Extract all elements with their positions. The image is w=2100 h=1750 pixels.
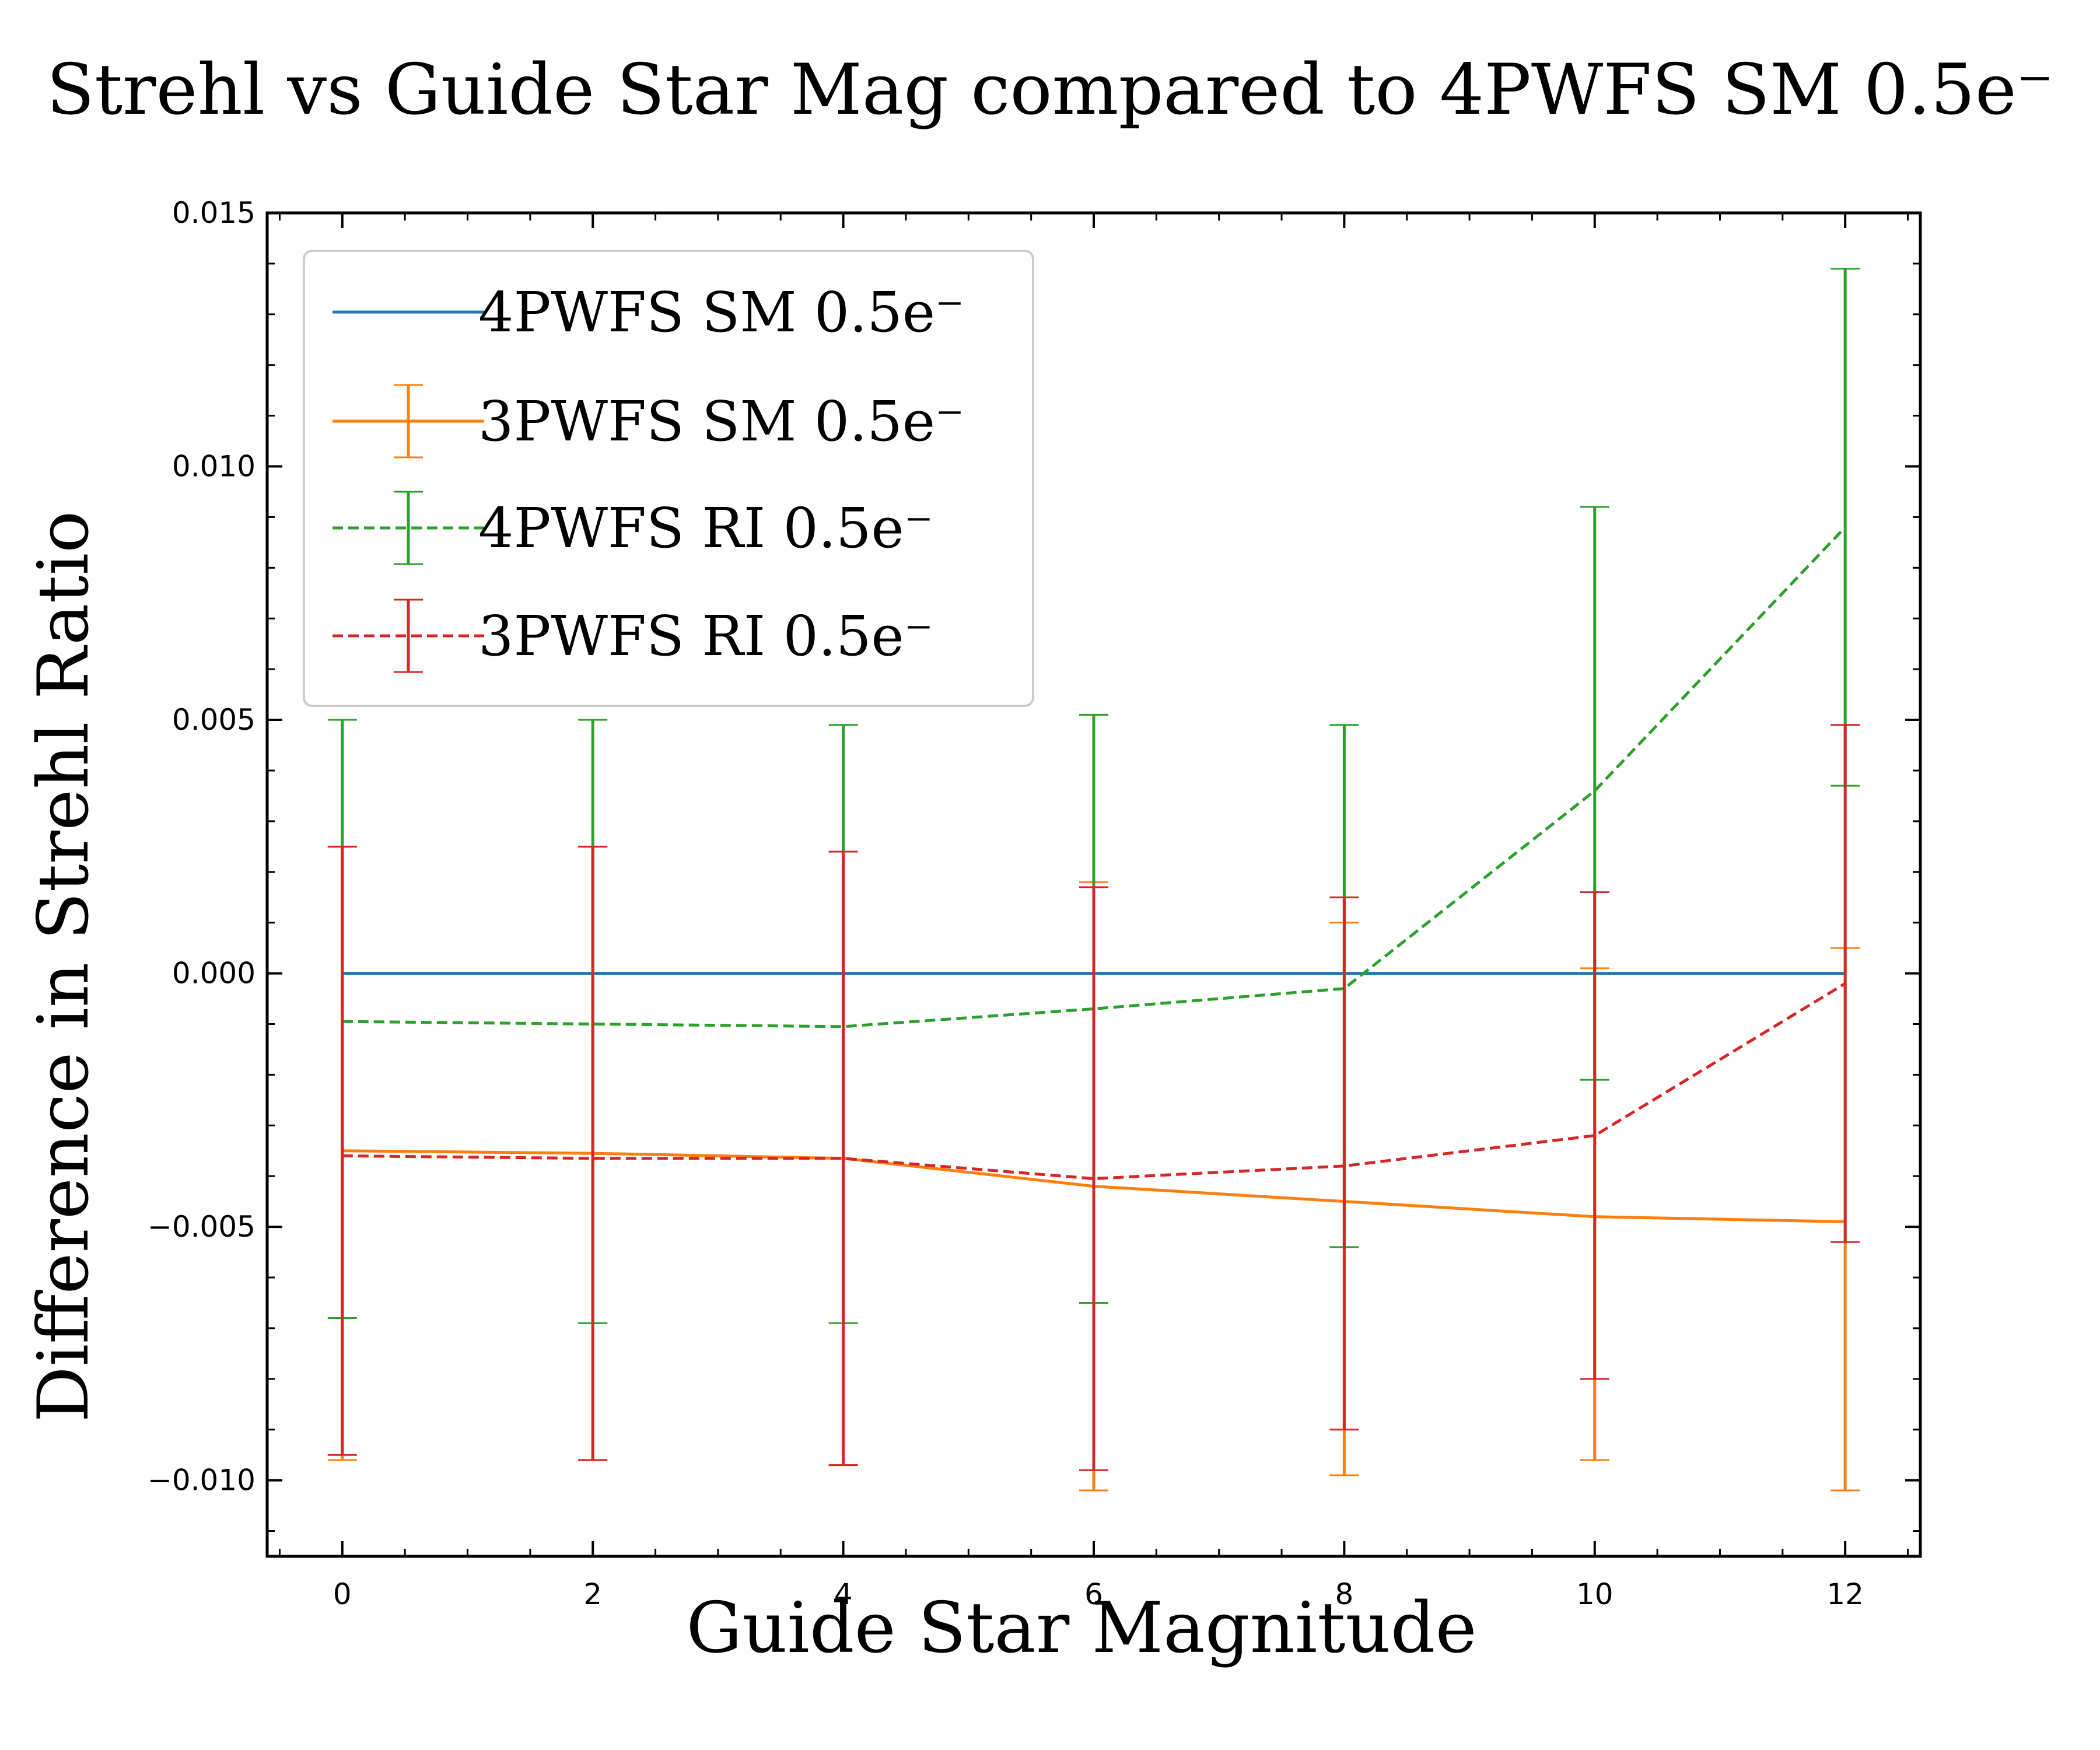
x-tick-label: 12 [1826, 1577, 1864, 1611]
data-point [1594, 790, 1596, 792]
legend-entry-label: 3PWFS RI 0.5e⁻ [478, 604, 933, 668]
x-tick-label: 6 [1084, 1577, 1103, 1611]
legend-entry-label: 4PWFS SM 0.5e⁻ [478, 281, 964, 345]
y-tick-label: 0.015 [172, 196, 256, 230]
x-tick-label: 4 [834, 1577, 853, 1611]
data-point [1343, 1165, 1345, 1167]
x-axis-label: Guide Star Magnitude [686, 1588, 1476, 1669]
x-tick-label: 10 [1576, 1577, 1614, 1611]
x-tick-label: 0 [333, 1577, 352, 1611]
y-tick-label: −0.005 [148, 1210, 256, 1244]
legend-box [303, 250, 1034, 707]
data-point [842, 1157, 845, 1160]
x-tick-label: 8 [1335, 1577, 1353, 1611]
x-tick-label: 2 [583, 1577, 602, 1611]
y-tick-label: 0.005 [172, 703, 256, 737]
y-tick-label: 0.010 [172, 450, 256, 484]
data-point [1594, 1135, 1596, 1137]
chart-title: Strehl vs Guide Star Mag compared to 4PW… [47, 50, 2054, 131]
data-point [592, 1157, 594, 1160]
plot-area: 0 2 4 6 8 10 12 −0.010 −0.005 0.000 0.005 0.010 0.01… [148, 196, 1922, 1611]
legend-entry-label: 3PWFS SM 0.5e⁻ [478, 390, 964, 454]
data-point [1844, 526, 1846, 528]
series-3 [327, 724, 1860, 1471]
data-point [1093, 1178, 1095, 1180]
data-point [341, 1154, 344, 1157]
legend: 4PWFS SM 0.5e⁻ 3PWFS SM 0.5e⁻ 4PWFS RI 0.5… [303, 250, 1034, 707]
y-tick-label: −0.010 [148, 1464, 256, 1497]
y-tick-label: 0.000 [172, 957, 256, 991]
data-point [1844, 982, 1846, 985]
axes-frame [265, 211, 1922, 1558]
y-axis-label: Difference in Strehl Ratio [23, 511, 104, 1423]
legend-entry-label: 4PWFS RI 0.5e⁻ [478, 496, 933, 561]
